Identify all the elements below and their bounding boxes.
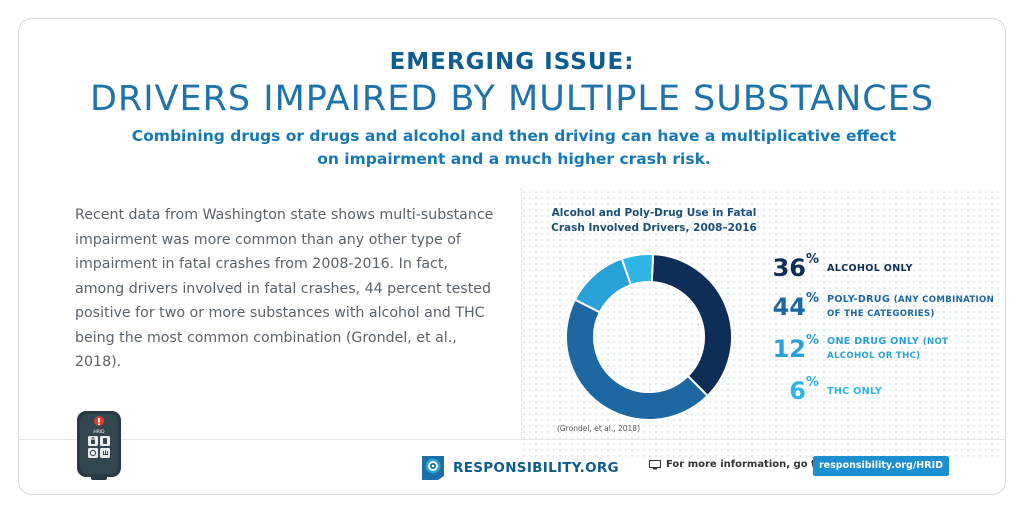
legend-label: ONE DRUG ONLY (NOT ALCOHOL OR THC) xyxy=(827,336,949,361)
legend-item-one-drug: 12% ONE DRUG ONLY (NOT ALCOHOL OR THC) xyxy=(761,333,957,363)
target-logo-icon xyxy=(422,456,444,480)
kicker-heading: EMERGING ISSUE: xyxy=(389,49,635,75)
url-button[interactable]: responsibility.org/HRID xyxy=(813,456,949,476)
legend-label: ALCOHOL ONLY xyxy=(827,262,913,274)
legend-percent: 12% xyxy=(772,333,819,363)
legend-item-alcohol: 36% ALCOHOL ONLY xyxy=(761,252,913,282)
svg-text:HRID: HRID xyxy=(93,429,105,435)
more-info: For more information, go to xyxy=(649,459,823,470)
donut-slice-one-drug-only xyxy=(573,257,633,314)
donut-slice-thc-only xyxy=(620,253,655,287)
infographic-card: EMERGING ISSUE: DRIVERS IMPAIRED BY MULT… xyxy=(18,18,1006,495)
chart-source: (Grondel, et al., 2018) xyxy=(557,424,641,433)
chart-title: Alcohol and Poly-Drug Use in Fatal Crash… xyxy=(551,207,757,234)
responsibility-logo[interactable]: RESPONSIBILITY.ORG xyxy=(421,455,619,481)
vertical-divider xyxy=(521,189,522,439)
legend-item-polydrug: 44% POLY-DRUG (ANY COMBINATION OF THE CA… xyxy=(761,291,997,321)
page-title: DRIVERS IMPAIRED BY MULTIPLE SUBSTANCES xyxy=(89,79,935,119)
monitor-icon xyxy=(649,459,661,469)
remote-key-fob-icon: HRID xyxy=(77,411,121,480)
dot-pattern-background xyxy=(521,189,1001,459)
body-paragraph: Recent data from Washington state shows … xyxy=(75,207,494,370)
legend-label: THC ONLY xyxy=(827,385,883,397)
legend-percent: 6% xyxy=(789,375,819,405)
legend-label: POLY-DRUG (ANY COMBINATION OF THE CATEGO… xyxy=(827,294,995,319)
logo-text: RESPONSIBILITY.ORG xyxy=(453,460,619,476)
donut-slice-alcohol-only xyxy=(650,253,733,398)
donut-chart xyxy=(565,253,733,421)
more-info-text: For more information, go to xyxy=(666,459,823,470)
legend-percent: 36% xyxy=(772,252,819,282)
legend-item-thc: 6% THC ONLY xyxy=(761,375,883,405)
footer-divider xyxy=(19,439,1005,440)
legend-percent: 44% xyxy=(772,291,819,321)
subtitle: Combining drugs or drugs and alcohol and… xyxy=(131,127,897,168)
refresh-icon xyxy=(88,448,98,458)
donut-slice-poly-drug xyxy=(565,298,709,421)
